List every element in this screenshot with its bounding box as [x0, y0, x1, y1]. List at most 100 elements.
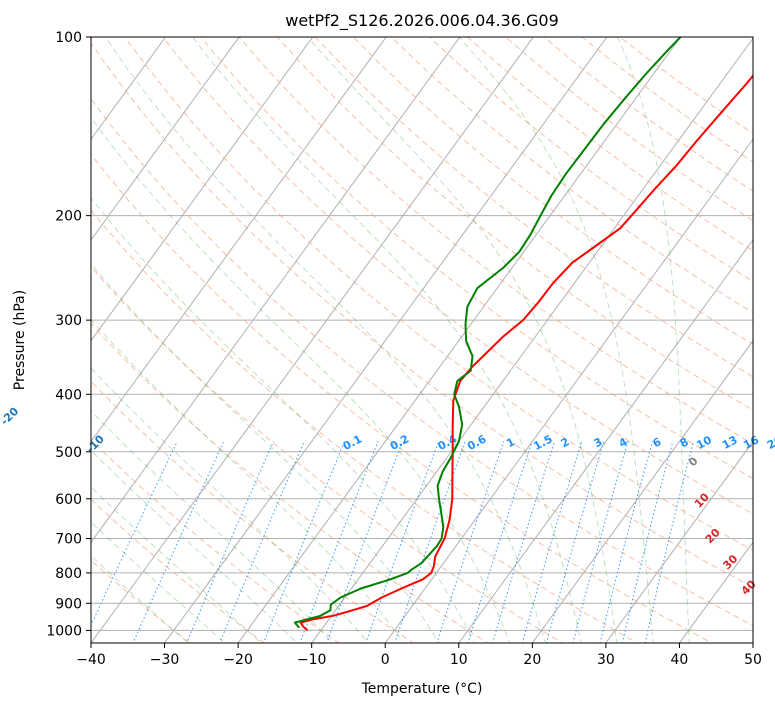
- mixing-ratio-line: [521, 441, 583, 643]
- dry-adiabat-label: -20: [0, 405, 22, 428]
- x-axis: −40 −30 −20 −10 0 10 20 30 40 50: [76, 643, 762, 668]
- y-tick-label: 300: [55, 313, 82, 329]
- dry-adiabat-line: [162, 37, 753, 515]
- dry-adiabat-line: [314, 37, 753, 378]
- isotherm-line: [605, 440, 753, 643]
- mixing-ratio-label: 2: [559, 435, 572, 450]
- mixing-ratio-line: [644, 441, 694, 643]
- dry-adiabat-line: [91, 153, 713, 643]
- dry-adiabat-line: [91, 42, 753, 589]
- mixing-ratio-line: [492, 441, 556, 643]
- moist-adiabat-label: 0: [686, 454, 701, 469]
- mixing-ratio-line: [91, 441, 178, 627]
- moist-adiabat-line: [91, 555, 189, 643]
- dry-adiabat-line: [238, 37, 753, 445]
- dry-adiabat-line: [91, 265, 564, 643]
- dry-adiabat-line: [619, 37, 753, 135]
- profile-lines: [293, 37, 753, 632]
- mixing-ratio-line: [326, 441, 404, 643]
- y-tick-label: 400: [55, 387, 82, 403]
- isotherm-line: [458, 239, 753, 643]
- isotherm-line: [678, 541, 753, 643]
- chart-title: wetPf2_S126.2026.006.04.36.G09: [285, 11, 559, 31]
- x-tick-label: −10: [297, 652, 327, 668]
- mixing-ratio-line: [132, 441, 225, 643]
- mixing-ratio-label: 0.2: [388, 432, 411, 453]
- x-tick-label: 0: [381, 652, 390, 668]
- mixing-ratio-line: [599, 441, 653, 643]
- line-labels: 0.10.20.40.611.52346810131620253036-100-…: [0, 405, 775, 598]
- dry-adiabat-line: [391, 37, 753, 314]
- background-lines: [91, 37, 753, 643]
- mixing-ratio-line: [546, 441, 605, 643]
- moist-adiabat-line: [91, 521, 226, 643]
- y-tick-label: 200: [55, 209, 82, 225]
- isotherm-line: [91, 37, 461, 544]
- dewpoint-profile-line: [293, 37, 682, 629]
- mixing-ratio-line: [219, 441, 305, 643]
- moist-adiabat-label: 20: [703, 526, 723, 546]
- x-tick-label: 50: [744, 652, 762, 668]
- moist-adiabat-line: [91, 486, 262, 643]
- moist-adiabat-line: [104, 37, 546, 643]
- moist-adiabat-line: [91, 263, 440, 643]
- dry-adiabat-line: [91, 97, 753, 627]
- mixing-ratio-line: [186, 441, 274, 643]
- isotherm-line: [163, 37, 608, 643]
- dry-adiabat-line: [581, 37, 753, 163]
- moist-adiabat-line: [617, 37, 690, 643]
- moist-adiabat-line: [91, 319, 405, 643]
- y-tick-label: 700: [55, 532, 82, 548]
- mixing-ratio-label: 1: [504, 435, 517, 450]
- isotherm-line: [91, 37, 240, 241]
- y-axis: 100 200 300 400 500 600 700 800 900 1000: [46, 30, 91, 639]
- temperature-profile-line: [299, 74, 753, 632]
- y-axis-label: Pressure (hPa): [12, 290, 28, 390]
- x-tick-label: 20: [523, 652, 541, 668]
- dry-adiabat-line: [200, 37, 753, 480]
- y-tick-label: 900: [55, 596, 82, 612]
- mixing-ratio-label: 20: [765, 433, 775, 452]
- moist-adiabat-line: [91, 367, 369, 643]
- moist-adiabat-label: 30: [720, 552, 740, 572]
- mixing-ratio-label: 0.6: [465, 432, 489, 453]
- moist-adiabat-line: [458, 37, 654, 643]
- mixing-ratio-label: 0.4: [436, 432, 460, 453]
- mixing-ratio-line: [467, 441, 533, 643]
- mixing-ratio-label: 0.1: [341, 432, 364, 453]
- x-tick-label: −30: [150, 652, 180, 668]
- isotherm-line: [91, 37, 314, 342]
- mixing-ratio-line: [572, 441, 629, 643]
- mixing-ratio-label: 8: [678, 435, 691, 450]
- dry-adiabat-line: [91, 498, 266, 643]
- mixing-ratio-line: [394, 441, 466, 643]
- x-tick-label: 30: [597, 652, 615, 668]
- x-tick-label: 40: [671, 652, 689, 668]
- y-tick-label: 600: [55, 492, 82, 508]
- dry-adiabat-line: [91, 209, 639, 643]
- isotherm-line: [91, 37, 167, 141]
- x-tick-label: −40: [76, 652, 106, 668]
- y-tick-label: 1000: [46, 623, 82, 639]
- x-axis-label: Temperature (°C): [361, 681, 483, 697]
- dry-adiabat-line: [91, 322, 489, 643]
- moist-adiabat-label: 40: [739, 577, 759, 597]
- isotherm-line: [531, 339, 753, 643]
- y-tick-label: 500: [55, 445, 82, 461]
- moist-adiabat-line: [192, 37, 582, 643]
- moist-adiabat-line: [307, 37, 618, 643]
- dry-adiabat-line: [91, 380, 415, 643]
- dry-adiabat-line: [352, 37, 753, 346]
- mixing-ratio-label: 1.5: [531, 432, 554, 453]
- isotherm-line: [384, 138, 753, 643]
- isotherm-line: [91, 37, 387, 443]
- mixing-ratio-line: [622, 441, 674, 643]
- mixing-ratio-label: 13: [720, 433, 740, 452]
- mixing-ratio-line: [436, 441, 505, 643]
- mixing-ratio-label: 3: [592, 435, 605, 450]
- y-tick-label: 100: [55, 30, 82, 46]
- mixing-ratio-label: 16: [741, 433, 761, 452]
- y-tick-label: 800: [55, 566, 82, 582]
- moist-adiabat-line: [91, 197, 475, 643]
